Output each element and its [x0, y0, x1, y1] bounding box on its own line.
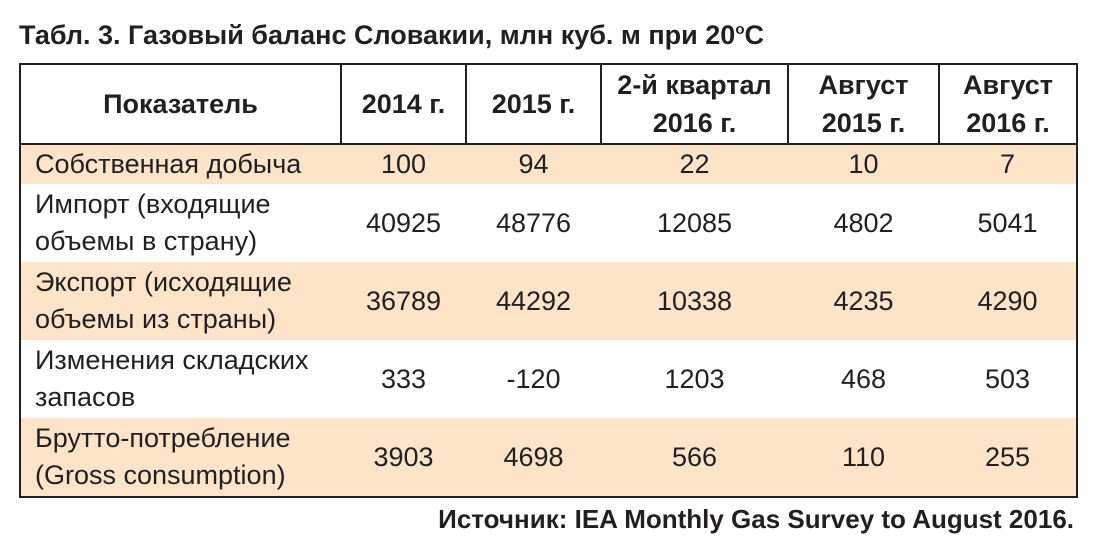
table-row: Изменения складских запасов 333 -120 1203 46…	[20, 340, 1077, 418]
cell-value: 4290	[939, 262, 1077, 340]
cell-value: 10	[788, 144, 939, 184]
cell-value: 44292	[466, 262, 601, 340]
cell-value: 36789	[341, 262, 466, 340]
column-header: 2-й квартал 2016 г.	[600, 63, 789, 145]
cell-value: 22	[601, 144, 788, 184]
table-row: Импорт (входящие объемы в страну) 40925 48…	[20, 184, 1077, 262]
cell-value: 4698	[466, 418, 601, 497]
column-header: Август 2015 г.	[787, 63, 940, 145]
cell-value: 100	[341, 144, 466, 184]
cell-value: 5041	[977, 207, 1038, 238]
cell-value: 503	[984, 363, 1031, 394]
cell-value: 12085	[656, 207, 733, 238]
cell-value: 4802	[833, 207, 894, 238]
cell-value: 3903	[341, 418, 466, 497]
row-label: Импорт (входящие объемы в страну)	[35, 189, 271, 256]
gas-balance-table: Показатель 2014 г. 2015 г. 2-й квартал 2016…	[19, 63, 1078, 498]
cell-value: 94	[466, 144, 601, 184]
column-header: 2015 г.	[465, 63, 602, 145]
source-note: Источник: IEA Monthly Gas Survey to Augu…	[438, 504, 1074, 534]
row-label: Экспорт (исходящие объемы из страны)	[20, 262, 341, 340]
cell-value: 255	[939, 418, 1077, 497]
cell-value: 48776	[495, 207, 572, 238]
row-label: Собственная добыча	[20, 144, 341, 184]
column-header: Показатель	[19, 63, 342, 145]
column-header: 2014 г.	[340, 63, 467, 145]
table-row: Брутто-потребление (Gross consumption) 39…	[20, 418, 1077, 497]
cell-value: 566	[601, 418, 788, 497]
cell-value: 333	[380, 363, 427, 394]
table-title: Табл. 3. Газовый баланс Словакии, млн ку…	[19, 20, 764, 51]
degree-sign: о	[735, 21, 745, 38]
row-label: Брутто-потребление (Gross consumption)	[20, 418, 341, 497]
table-row: Экспорт (исходящие объемы из страны) 3678…	[20, 262, 1077, 340]
cell-value: 4235	[788, 262, 939, 340]
header-row: Показатель 2014 г. 2015 г. 2-й квартал 2016…	[19, 63, 1078, 145]
cell-value: 40925	[365, 207, 442, 238]
title-text: Табл. 3. Газовый баланс Словакии, млн ку…	[19, 20, 736, 50]
cell-value: 10338	[601, 262, 788, 340]
cell-value: 110	[788, 418, 939, 497]
column-header: Август 2016 г.	[938, 63, 1078, 145]
title-unit: С	[744, 20, 764, 50]
table-row: Собственная добыча 100 94 22 10 7	[20, 144, 1077, 184]
cell-value: -120	[506, 363, 561, 394]
row-label: Изменения складских запасов	[35, 345, 309, 412]
cell-value: 1203	[664, 363, 725, 394]
cell-value: 7	[939, 144, 1077, 184]
cell-value: 468	[840, 363, 887, 394]
